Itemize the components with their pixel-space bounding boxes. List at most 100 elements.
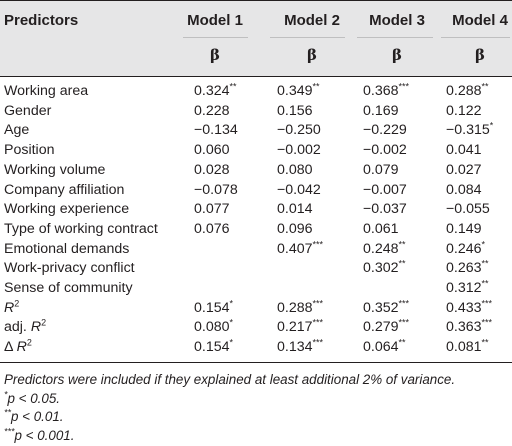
model-3-header: Model 3 <box>369 12 425 29</box>
table-row: R2 0.154* 0.288*** 0.352*** 0.433*** <box>0 298 512 319</box>
top-rule <box>0 0 512 1</box>
cell-model-3: 0.079 <box>363 161 399 178</box>
cell-model-2: 0.134*** <box>277 337 324 356</box>
cell-model-3: 0.302** <box>363 258 406 277</box>
cell-model-4: 0.149 <box>446 220 482 237</box>
cell-model-4: 0.312** <box>446 278 489 296</box>
cell-model-1: 0.076 <box>194 220 230 237</box>
cell-model-2: 0.407*** <box>277 238 324 257</box>
table-row: Company affiliation −0.078 −0.042 −0.007 0.0… <box>0 180 512 201</box>
table-notes: Predictors were included if they explain… <box>4 371 455 445</box>
cell-model-2: 0.080 <box>277 161 313 178</box>
cell-model-3: 0.368*** <box>363 81 410 99</box>
cell-model-1: 0.028 <box>194 161 230 178</box>
note-p001: ***p < 0.001. <box>4 426 75 443</box>
row-label: Company affiliation <box>4 181 125 198</box>
model-4-header: Model 4 <box>452 12 508 29</box>
row-label: Gender <box>4 102 52 119</box>
table-row: Age −0.134 −0.250 −0.229 −0.315* <box>0 120 512 141</box>
note-p01: **p < 0.01. <box>4 407 64 424</box>
model-2-underline <box>270 37 345 38</box>
cell-model-3: −0.037 <box>363 201 407 218</box>
cell-model-1: 0.077 <box>194 201 230 218</box>
model-2-header: Model 2 <box>284 12 340 29</box>
table-row: Δ R2 0.154* 0.134*** 0.064** 0.081** <box>0 337 512 358</box>
cell-model-1: 0.060 <box>194 142 230 159</box>
cell-model-3: 0.064** <box>363 337 406 356</box>
cell-model-3: −0.007 <box>363 181 407 198</box>
row-label: Emotional demands <box>4 240 130 257</box>
note-p05: *p < 0.05. <box>4 389 61 406</box>
beta-header-2: β <box>307 46 317 64</box>
cell-model-4: 0.433*** <box>446 297 493 316</box>
cell-model-4: 0.027 <box>446 161 482 178</box>
model-1-header: Model 1 <box>187 12 243 29</box>
cell-model-2: −0.042 <box>277 181 321 198</box>
predictors-header: Predictors <box>4 12 79 29</box>
cell-model-2: 0.096 <box>277 220 313 237</box>
bottom-rule <box>0 362 512 363</box>
row-label: R2 <box>4 297 20 316</box>
cell-model-4: −0.055 <box>446 201 490 218</box>
header-rule <box>0 76 512 77</box>
table-row: Work-privacy conflict 0.302** 0.263** <box>0 258 512 279</box>
cell-model-1: 0.324** <box>194 81 237 99</box>
table-row: Working area 0.324** 0.349** 0.368*** 0.288*… <box>0 81 512 102</box>
cell-model-1: 0.154* <box>194 337 234 356</box>
beta-header-1: β <box>210 46 220 64</box>
cell-model-1: −0.134 <box>194 122 238 139</box>
cell-model-2: 0.349** <box>277 81 320 99</box>
cell-model-4: 0.288** <box>446 81 489 99</box>
row-label: Position <box>4 142 55 159</box>
table-row: Emotional demands 0.407*** 0.248** 0.246* <box>0 239 512 260</box>
cell-model-3: −0.229 <box>363 122 407 139</box>
model-1-underline <box>183 37 248 38</box>
row-label: Δ R2 <box>4 337 32 356</box>
cell-model-4: 0.122 <box>446 102 482 119</box>
cell-model-3: −0.002 <box>363 142 407 159</box>
row-label: Working volume <box>4 161 106 178</box>
cell-model-4: −0.315* <box>446 120 494 139</box>
table-row: Working volume 0.028 0.080 0.079 0.027 <box>0 160 512 181</box>
model-4-underline <box>441 37 510 38</box>
cell-model-3: 0.352*** <box>363 297 410 316</box>
cell-model-3: 0.248** <box>363 238 406 257</box>
row-label: Working experience <box>4 201 130 218</box>
row-label: Type of working contract <box>4 220 158 237</box>
beta-header-3: β <box>392 46 402 64</box>
cell-model-4: 0.081** <box>446 337 489 356</box>
row-label: Working area <box>4 83 89 99</box>
table-row: adj. R2 0.080* 0.217*** 0.279*** 0.363*** <box>0 317 512 338</box>
cell-model-2: −0.002 <box>277 142 321 159</box>
table-row: Working experience 0.077 0.014 −0.037 −0.055 <box>0 199 512 220</box>
row-label: Sense of community <box>4 280 133 296</box>
row-label: adj. R2 <box>4 317 47 336</box>
cell-model-1: −0.078 <box>194 181 238 198</box>
table-row: Gender 0.228 0.156 0.169 0.122 <box>0 101 512 122</box>
cell-model-4: 0.363*** <box>446 317 493 336</box>
cell-model-3: 0.061 <box>363 220 399 237</box>
beta-header-4: β <box>475 46 485 64</box>
model-3-underline <box>357 37 433 38</box>
cell-model-4: 0.041 <box>446 142 482 159</box>
note-variance: Predictors were included if they explain… <box>4 372 456 387</box>
cell-model-2: 0.288*** <box>277 297 324 316</box>
table-row: Sense of community 0.312** <box>0 278 512 299</box>
cell-model-2: 0.156 <box>277 102 313 119</box>
cell-model-2: 0.014 <box>277 201 313 218</box>
row-label: Work-privacy conflict <box>4 260 135 277</box>
cell-model-2: −0.250 <box>277 122 321 139</box>
row-label: Age <box>4 122 30 139</box>
cell-model-3: 0.169 <box>363 102 399 119</box>
table-row: Type of working contract 0.076 0.096 0.061 0… <box>0 219 512 240</box>
cell-model-4: 0.246* <box>446 238 486 257</box>
cell-model-4: 0.263** <box>446 258 489 277</box>
table-header-band <box>0 0 512 76</box>
cell-model-1: 0.080* <box>194 317 234 336</box>
table-row: Position 0.060 −0.002 −0.002 0.041 <box>0 140 512 161</box>
cell-model-1: 0.228 <box>194 102 230 119</box>
cell-model-2: 0.217*** <box>277 317 324 336</box>
cell-model-1: 0.154* <box>194 297 234 316</box>
cell-model-3: 0.279*** <box>363 317 410 336</box>
